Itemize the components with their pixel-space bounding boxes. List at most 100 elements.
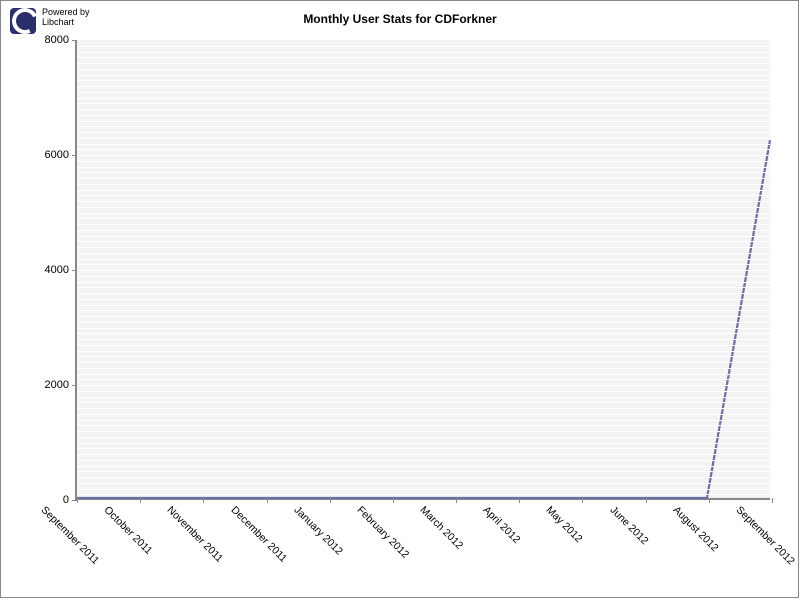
- grid-line: [77, 316, 770, 317]
- x-tick-mark: [77, 498, 78, 503]
- grid-line: [77, 333, 770, 334]
- y-tick-label: 0: [63, 494, 77, 506]
- x-tick-mark: [456, 498, 457, 503]
- grid-line: [77, 224, 770, 225]
- plot-area: 02000400060008000September 2011October 2…: [75, 40, 770, 500]
- grid-line: [77, 46, 770, 47]
- y-tick-label: 6000: [45, 149, 77, 161]
- x-tick-label: June 2012: [607, 504, 650, 547]
- grid-line: [77, 98, 770, 99]
- grid-line: [77, 391, 770, 392]
- grid-line: [77, 167, 770, 168]
- grid-line: [77, 299, 770, 300]
- grid-line: [77, 287, 770, 288]
- grid-line: [77, 75, 770, 76]
- grid-line: [77, 368, 770, 369]
- grid-line: [77, 494, 770, 495]
- data-line: [77, 140, 770, 498]
- x-tick-label: March 2012: [418, 504, 466, 552]
- grid-line: [77, 420, 770, 421]
- x-tick-label: May 2012: [544, 504, 585, 545]
- x-tick-label: October 2011: [102, 504, 155, 557]
- grid-line: [77, 149, 770, 150]
- x-tick-mark: [393, 498, 394, 503]
- grid-line: [77, 184, 770, 185]
- x-tick-label: April 2012: [481, 504, 523, 546]
- grid-line: [77, 471, 770, 472]
- grid-line: [77, 425, 770, 426]
- grid-line: [77, 270, 770, 271]
- grid-line: [77, 172, 770, 173]
- grid-line: [77, 282, 770, 283]
- grid-line: [77, 460, 770, 461]
- grid-line: [77, 103, 770, 104]
- grid-line: [77, 253, 770, 254]
- grid-line: [77, 80, 770, 81]
- grid-line: [77, 63, 770, 64]
- grid-line: [77, 207, 770, 208]
- x-tick-label: January 2012: [291, 504, 344, 557]
- x-tick-mark: [582, 498, 583, 503]
- grid-line: [77, 155, 770, 156]
- x-tick-mark: [267, 498, 268, 503]
- grid-line: [77, 402, 770, 403]
- y-tick-label: 2000: [45, 379, 77, 391]
- x-tick-mark: [519, 498, 520, 503]
- grid-line: [77, 328, 770, 329]
- grid-line: [77, 379, 770, 380]
- grid-line: [77, 356, 770, 357]
- grid-line: [77, 483, 770, 484]
- grid-line: [77, 448, 770, 449]
- grid-line: [77, 218, 770, 219]
- grid-line: [77, 241, 770, 242]
- grid-line: [77, 264, 770, 265]
- grid-line: [77, 293, 770, 294]
- grid-line: [77, 431, 770, 432]
- y-tick-label: 8000: [45, 34, 77, 46]
- grid-line: [77, 443, 770, 444]
- grid-line: [77, 322, 770, 323]
- x-tick-mark: [140, 498, 141, 503]
- x-tick-label: August 2012: [670, 504, 720, 554]
- x-tick-label: September 2011: [39, 504, 102, 567]
- x-tick-label: September 2012: [734, 504, 797, 567]
- grid-line: [77, 190, 770, 191]
- grid-line: [77, 345, 770, 346]
- grid-line: [77, 178, 770, 179]
- grid-line: [77, 362, 770, 363]
- grid-line: [77, 489, 770, 490]
- grid-line: [77, 86, 770, 87]
- x-tick-label: November 2011: [165, 504, 226, 565]
- grid-line: [77, 247, 770, 248]
- grid-line: [77, 385, 770, 386]
- grid-line: [77, 69, 770, 70]
- grid-line: [77, 305, 770, 306]
- grid-line: [77, 351, 770, 352]
- grid-line: [77, 213, 770, 214]
- x-tick-mark: [646, 498, 647, 503]
- x-tick-mark: [709, 498, 710, 503]
- x-tick-label: December 2011: [228, 504, 289, 565]
- x-tick-mark: [772, 498, 773, 503]
- x-tick-mark: [330, 498, 331, 503]
- grid-line: [77, 454, 770, 455]
- grid-line: [77, 230, 770, 231]
- y-tick-label: 4000: [45, 264, 77, 276]
- grid-line: [77, 259, 770, 260]
- grid-line: [77, 109, 770, 110]
- grid-line: [77, 374, 770, 375]
- grid-line: [77, 195, 770, 196]
- grid-line: [77, 397, 770, 398]
- grid-line: [77, 115, 770, 116]
- grid-line: [77, 132, 770, 133]
- grid-line: [77, 339, 770, 340]
- grid-line: [77, 437, 770, 438]
- grid-line: [77, 201, 770, 202]
- grid-line: [77, 276, 770, 277]
- grid-line: [77, 408, 770, 409]
- grid-line: [77, 138, 770, 139]
- grid-line: [77, 57, 770, 58]
- grid-line: [77, 126, 770, 127]
- grid-line: [77, 52, 770, 53]
- grid-line: [77, 144, 770, 145]
